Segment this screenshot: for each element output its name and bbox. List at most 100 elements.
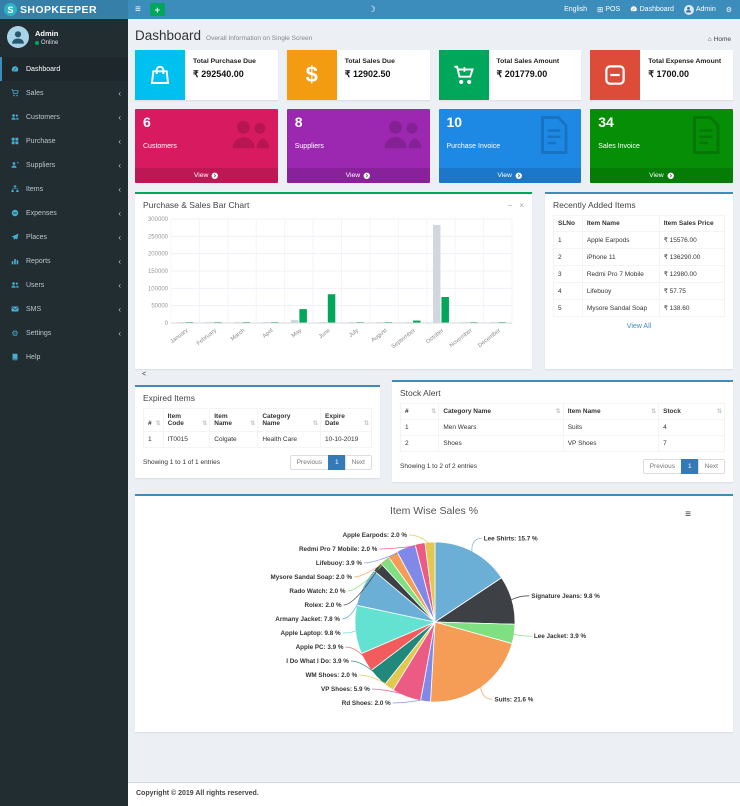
svg-text:March: March — [230, 328, 246, 343]
table-row: 1 Men Wears Suits 4 — [399, 419, 725, 436]
sort-icon[interactable]: ⇅ — [312, 421, 318, 427]
quick-add-button[interactable]: + — [149, 3, 165, 16]
column-header: SLNo — [553, 215, 583, 232]
svg-text:0: 0 — [165, 321, 169, 327]
svg-text:October: October — [425, 328, 445, 345]
pie-chart-canvas: Apple Earpods: 2.0 % Redmi Pro 7 Mobile: … — [271, 532, 601, 707]
footer: Copyright © 2019 All rights reserved. — [128, 782, 740, 806]
view-link[interactable]: View — [286, 168, 430, 183]
svg-text:Redmi Pro 7 Mobile: 2.0 %: Redmi Pro 7 Mobile: 2.0 % — [299, 546, 378, 553]
close-icon[interactable]: × — [519, 200, 524, 210]
sidebar-item[interactable]: Dashboard ‹ — [0, 57, 128, 81]
svg-text:Lee Shirts: 15.7 %: Lee Shirts: 15.7 % — [484, 535, 538, 542]
pagination: Previous 1 Next — [289, 455, 372, 470]
column-header: Item Sales Price — [658, 215, 726, 232]
sort-icon[interactable]: ⇅ — [155, 421, 161, 427]
view-link[interactable]: View — [438, 168, 582, 183]
sidebar-toggle-icon[interactable]: ≡ — [135, 4, 141, 15]
svg-text:Apple PC: 3.9 %: Apple PC: 3.9 % — [296, 644, 344, 651]
column-header[interactable]: Item Name ⇅ — [562, 403, 660, 420]
dashboard-link[interactable]: Dashboard — [630, 5, 674, 14]
count-label: Sales Invoice — [598, 143, 640, 150]
column-header[interactable]: Item Name ⇅ — [209, 408, 259, 432]
sidebar-item[interactable]: Purchase ‹ — [0, 129, 128, 153]
sidebar-item[interactable]: Expenses ‹ — [0, 201, 128, 225]
user-menu[interactable]: Admin — [683, 4, 716, 15]
card-title: Recently Added Items — [553, 200, 636, 210]
sidebar-item-label: Users — [26, 281, 45, 289]
card-title: Expired Items — [143, 393, 195, 403]
recent-items-table: SLNo Item Name Item Sales Price 1 Apple Ea… — [553, 215, 726, 317]
sort-icon[interactable]: ⇅ — [555, 409, 561, 415]
svg-text:December: December — [477, 328, 502, 349]
count-card: 6 Customers View — [135, 109, 278, 183]
table-row: 1 IT0015 Colgate Health Care 10-10-2019 — [143, 431, 372, 448]
sidebar-item[interactable]: Customers ‹ — [0, 105, 128, 129]
navbar: ≡ + ☽ English ⊞ POS Dashboard Admin ⚙ — [128, 0, 740, 19]
sidebar-item[interactable]: Users ‹ — [0, 273, 128, 297]
stat-card-icon — [135, 50, 185, 100]
expired-items-table: # ⇅ Item Code ⇅ — [143, 408, 372, 448]
svg-text:Lifebuoy: 3.9 %: Lifebuoy: 3.9 % — [316, 560, 363, 567]
previous-page-button[interactable]: Previous — [289, 455, 329, 470]
column-header[interactable]: # ⇅ — [399, 403, 440, 420]
chart-menu-icon[interactable]: ≡ — [685, 509, 691, 520]
sort-icon[interactable]: ⇅ — [716, 409, 722, 415]
svg-text:June: June — [318, 328, 332, 340]
svg-text:50000: 50000 — [151, 304, 168, 310]
next-page-button[interactable]: Next — [344, 455, 372, 470]
previous-page-button[interactable]: Previous — [642, 459, 682, 474]
pie-chart-title: Item Wise Sales % — [389, 505, 479, 517]
language-menu[interactable]: English — [564, 6, 588, 13]
chart-card-title: Purchase & Sales Bar Chart — [143, 200, 250, 210]
bar-chart-canvas: 0 50000 100000 150000 200000 250000 300000 Janu… — [148, 217, 513, 350]
dark-mode-icon[interactable]: ☽ — [368, 4, 376, 14]
stat-card-icon — [438, 50, 489, 100]
user-status: Online — [35, 40, 58, 46]
sidebar-item[interactable]: Reports ‹ — [0, 249, 128, 273]
view-all-link[interactable]: View All — [626, 323, 652, 330]
sidebar-item[interactable]: ⚙ Settings ‹ — [0, 321, 128, 345]
sort-icon[interactable]: ⇅ — [651, 409, 657, 415]
sidebar-item[interactable]: Suppliers ‹ — [0, 153, 128, 177]
column-header[interactable]: Category Name ⇅ — [257, 408, 321, 432]
column-header[interactable]: Expire Date ⇅ — [320, 408, 372, 432]
page-number-button[interactable]: 1 — [328, 455, 346, 470]
content-header: Dashboard Overall Information on Single … — [128, 19, 740, 50]
page-number-button[interactable]: 1 — [681, 459, 699, 474]
stat-card: Total Expense Amount ₹ 1700.00 — [590, 50, 733, 100]
settings-gear-icon[interactable]: ⚙ — [725, 6, 732, 14]
column-header[interactable]: # ⇅ — [143, 408, 164, 432]
chevron-left-icon: ‹ — [118, 232, 121, 242]
table-row: 2 iPhone 11 ₹ 136290.00 — [553, 248, 726, 266]
column-header[interactable]: Category Name ⇅ — [438, 403, 564, 420]
svg-text:Rd Shoes: 2.0 %: Rd Shoes: 2.0 % — [342, 700, 391, 707]
collapse-icon[interactable]: − — [507, 200, 513, 210]
column-header[interactable]: Stock ⇅ — [658, 403, 725, 420]
sort-icon[interactable]: ⇅ — [250, 421, 256, 427]
sidebar-item[interactable]: Help ‹ — [0, 345, 128, 369]
view-link[interactable]: View — [590, 168, 733, 183]
sort-icon[interactable]: ⇅ — [363, 421, 369, 427]
next-page-button[interactable]: Next — [697, 459, 725, 474]
breadcrumb[interactable]: ⌂ Home — [707, 36, 731, 43]
sidebar-item-icon — [10, 281, 20, 290]
stock-alert-card: Stock Alert # ⇅ — [392, 380, 733, 482]
table-row: 2 Shoes VP Shoes 7 — [399, 435, 725, 452]
stat-card-label: Total Sales Due — [344, 58, 395, 65]
brand-logo[interactable]: S SHOPKEEPER — [0, 0, 128, 19]
sidebar-item[interactable]: Places ‹ — [0, 225, 128, 249]
sidebar-item-icon — [10, 161, 20, 170]
sort-icon[interactable]: ⇅ — [431, 409, 437, 415]
svg-text:Rolex: 2.0 %: Rolex: 2.0 % — [305, 602, 342, 609]
count-label: Purchase Invoice — [446, 143, 501, 150]
sidebar-item[interactable]: Items ‹ — [0, 177, 128, 201]
pos-link[interactable]: ⊞ POS — [597, 5, 621, 14]
column-header[interactable]: Item Code ⇅ — [162, 408, 211, 432]
sort-icon[interactable]: ⇅ — [202, 421, 208, 427]
sidebar-item[interactable]: Sales ‹ — [0, 81, 128, 105]
view-link[interactable]: View — [135, 168, 278, 183]
sidebar-item[interactable]: SMS ‹ — [0, 297, 128, 321]
svg-text:May: May — [291, 328, 303, 340]
